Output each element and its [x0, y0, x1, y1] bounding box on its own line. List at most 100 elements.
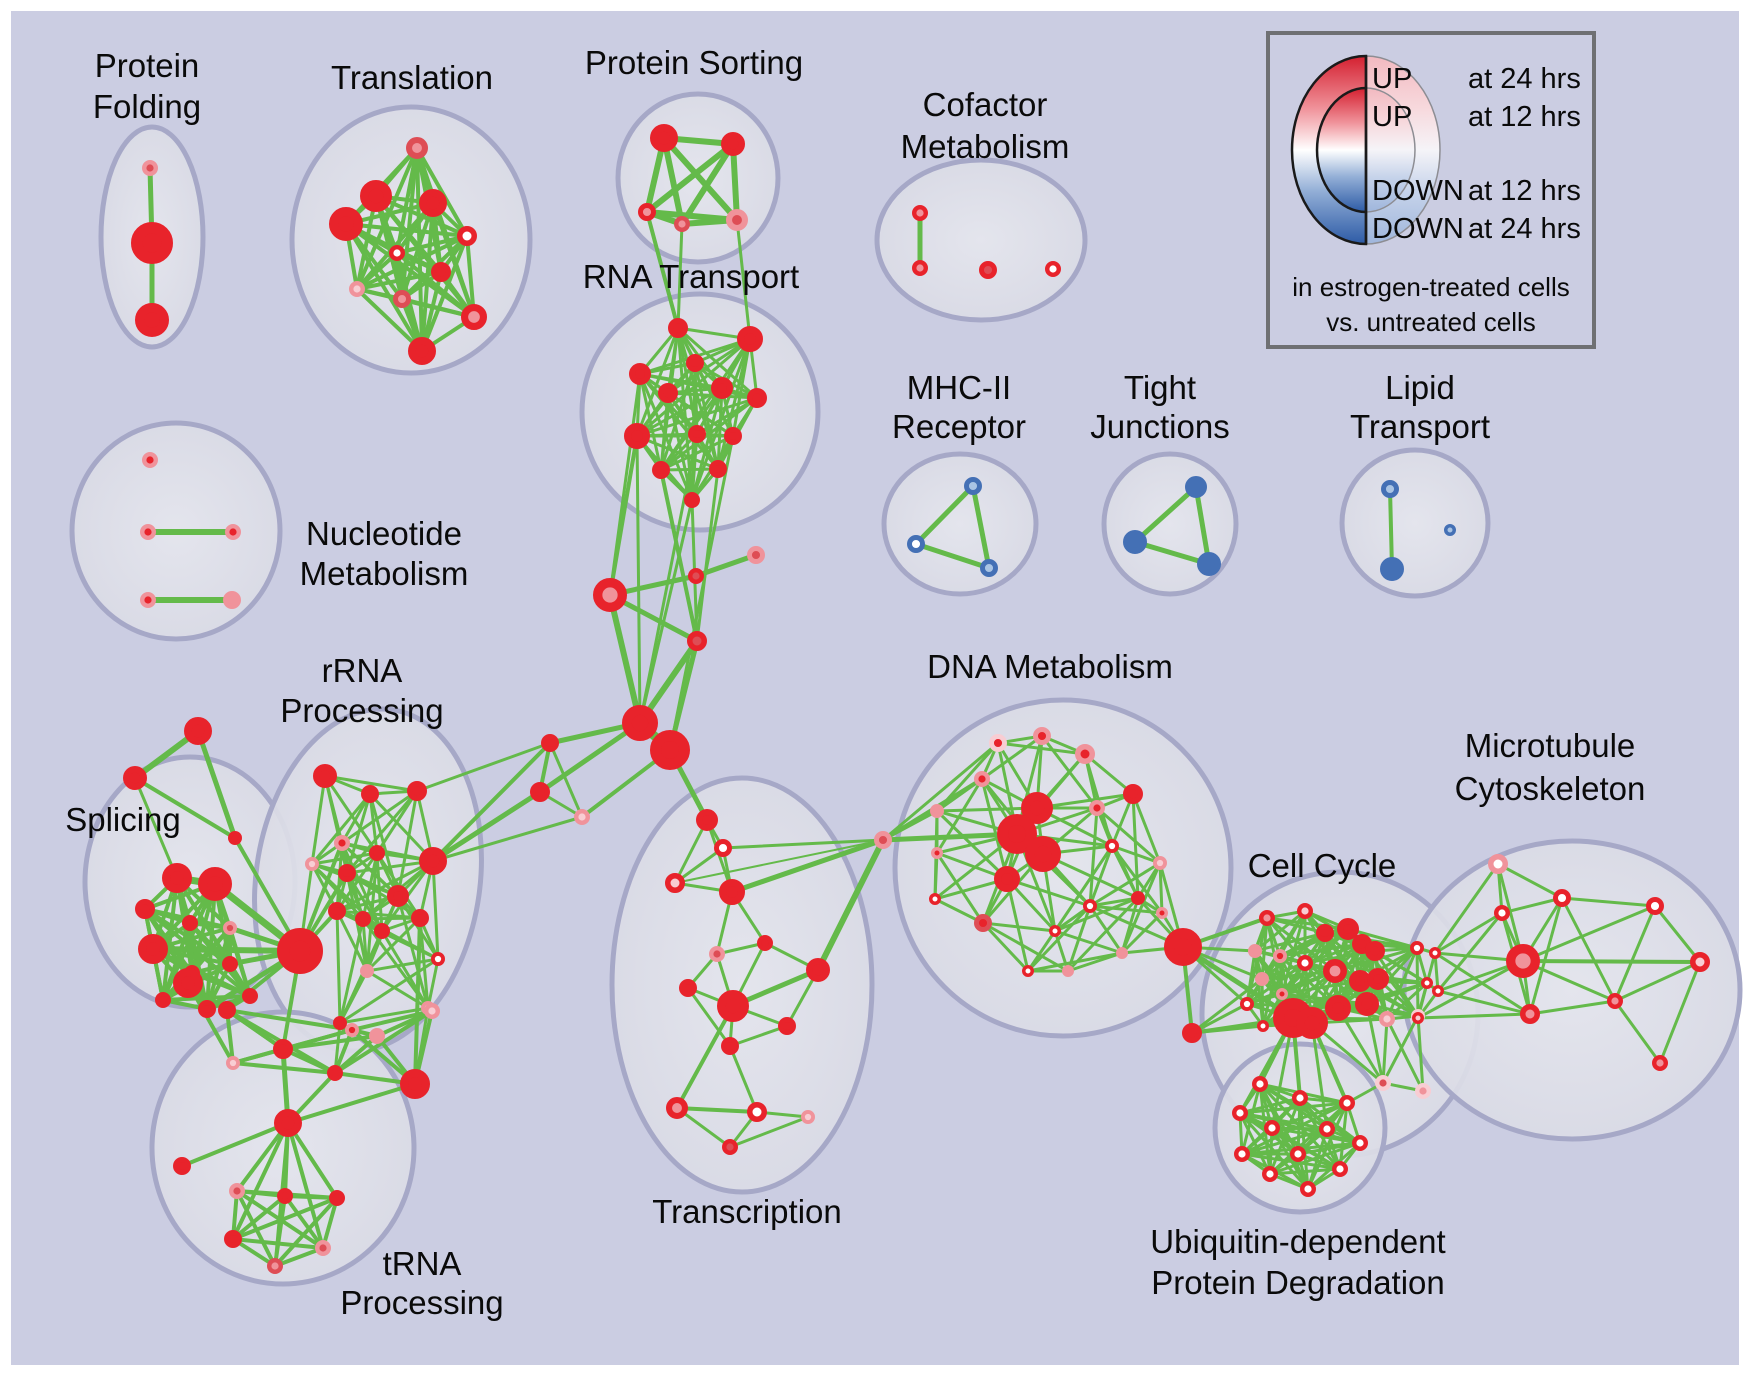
cluster-label-mhc-ii-receptor: MHC-II	[907, 369, 1011, 406]
network-node	[1324, 995, 1351, 1022]
network-node	[720, 1036, 739, 1055]
network-edge	[1005, 877, 1030, 973]
network-edge	[735, 218, 752, 341]
network-edge	[1120, 861, 1162, 955]
network-node	[1233, 1145, 1250, 1162]
network-edge	[537, 720, 643, 795]
network-edge	[1613, 960, 1702, 1003]
network-node	[1062, 965, 1074, 977]
network-node	[1153, 855, 1168, 870]
network-edge	[365, 957, 440, 973]
cluster-label-nucleotide-metabolism: Metabolism	[300, 555, 469, 592]
network-node	[332, 1015, 347, 1030]
network-node	[135, 899, 155, 919]
network-edge	[225, 1008, 285, 1051]
network-edge	[431, 815, 584, 863]
network-edge	[1381, 1017, 1389, 1085]
network-edge	[395, 234, 469, 255]
network-edge	[880, 831, 1020, 843]
network-node	[711, 376, 734, 399]
network-edge	[1496, 862, 1564, 900]
network-edge	[1253, 931, 1327, 953]
network-node	[974, 771, 991, 788]
network-edge	[1193, 484, 1212, 567]
network-edge	[679, 141, 736, 227]
network-node	[1506, 943, 1541, 978]
network-node	[988, 733, 1007, 752]
network-edge	[881, 741, 1000, 842]
network-edge	[1088, 806, 1099, 908]
network-edge	[335, 851, 379, 913]
network-node	[540, 733, 559, 752]
network-edge	[1253, 909, 1307, 953]
network-node	[713, 838, 732, 857]
network-edge	[283, 1194, 339, 1200]
network-edge	[355, 146, 419, 291]
network-edge	[355, 251, 399, 291]
network-node	[359, 179, 392, 212]
network-node	[138, 934, 168, 964]
network-edge	[355, 234, 469, 291]
network-node	[873, 830, 892, 849]
network-node	[1185, 475, 1208, 498]
cluster-trna-processing	[149, 1009, 417, 1287]
network-node	[1116, 947, 1128, 959]
network-node	[1432, 985, 1444, 997]
network-node	[1337, 918, 1360, 941]
network-edge	[659, 391, 670, 472]
network-edge	[548, 741, 584, 819]
network-node	[747, 388, 767, 408]
network-edge	[345, 859, 435, 875]
network-edge	[431, 859, 440, 961]
network-edge	[690, 386, 724, 502]
network-edge	[335, 859, 435, 913]
network-node	[574, 809, 591, 826]
network-edge	[1416, 959, 1525, 1020]
network-node	[629, 362, 652, 385]
network-node	[658, 383, 678, 403]
network-edge	[231, 1194, 287, 1241]
network-edge	[1035, 792, 1135, 810]
network-node	[328, 207, 363, 242]
network-edge	[1415, 946, 1420, 1018]
network-node	[717, 990, 750, 1023]
network-edge	[413, 916, 422, 1086]
network-edge	[430, 789, 543, 864]
network-edge	[286, 1082, 417, 1125]
network-edge	[1385, 946, 1419, 1021]
network-node	[135, 302, 170, 337]
network-node	[912, 260, 929, 277]
network-edge	[1653, 904, 1702, 964]
network-node	[184, 716, 213, 745]
network-node	[1263, 1119, 1280, 1136]
network-node	[228, 830, 243, 845]
network-node	[411, 908, 430, 927]
network-node	[349, 281, 366, 298]
network-node	[1182, 1023, 1202, 1043]
network-edge	[815, 837, 886, 973]
network-node	[1075, 744, 1095, 764]
network-edge	[676, 326, 759, 400]
network-edge	[695, 467, 720, 643]
network-edge	[638, 372, 759, 400]
network-edge	[465, 234, 476, 319]
network-node	[1365, 941, 1385, 961]
network-edge	[345, 871, 384, 933]
network-node	[1021, 792, 1054, 825]
network-edge	[659, 434, 735, 472]
network-edge	[235, 1121, 290, 1193]
network-node	[637, 203, 656, 222]
network-edge	[935, 806, 1039, 813]
network-edge	[933, 851, 939, 901]
network-node	[1022, 965, 1034, 977]
network-edge	[1346, 927, 1419, 950]
network-edge	[321, 1196, 339, 1250]
network-edge	[913, 483, 976, 547]
network-node	[720, 132, 745, 157]
network-edge	[608, 372, 642, 597]
network-node	[457, 226, 477, 246]
network-edge	[1260, 977, 1265, 1028]
network-node	[805, 957, 830, 982]
network-node	[1410, 940, 1425, 955]
